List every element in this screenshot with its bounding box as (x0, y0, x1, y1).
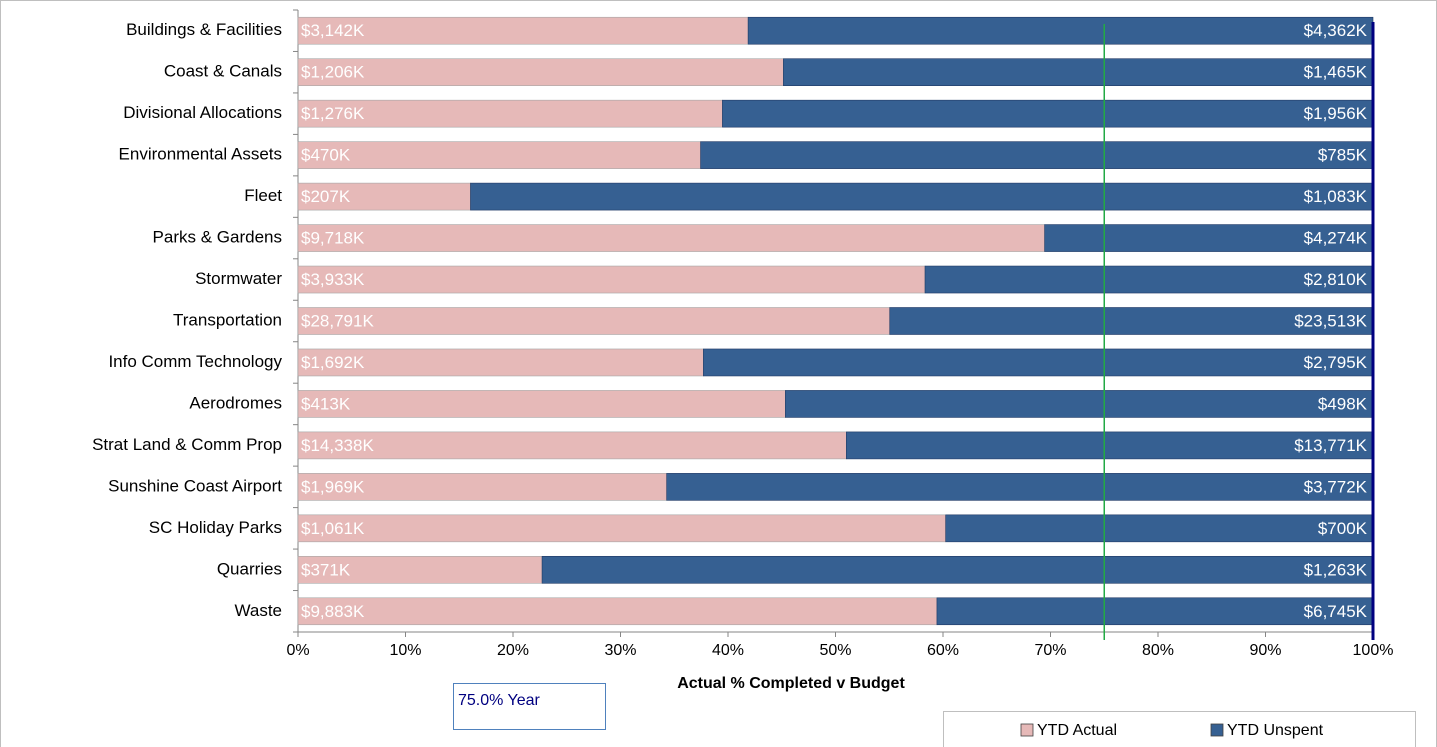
annotation-box (453, 683, 606, 730)
x-tick-label: 10% (389, 642, 421, 659)
bar-segment (470, 182, 1374, 211)
x-tick-label: 70% (1034, 642, 1066, 659)
bar-segment (297, 141, 701, 169)
value-label: $1,061K (301, 519, 365, 538)
bar-segment (297, 58, 784, 87)
bar-segment (785, 390, 1374, 418)
bar-segment (846, 431, 1374, 460)
bar-segment (297, 555, 543, 584)
bar-segment (936, 597, 1374, 626)
value-label: $1,969K (301, 477, 365, 496)
bar-segment (924, 265, 1374, 294)
value-label: $6,745K (1304, 602, 1368, 621)
legend-label: YTD Actual (1037, 722, 1117, 739)
bar-segment (297, 224, 1045, 252)
x-tick-label: 50% (819, 642, 851, 659)
value-label: $28,791K (301, 311, 374, 330)
category-label: Environmental Assets (119, 145, 282, 164)
category-label: Transportation (173, 310, 282, 329)
bar-segment (889, 307, 1374, 335)
bar-segment (297, 307, 891, 335)
value-label: $207K (301, 187, 351, 206)
category-label: Divisional Allocations (123, 103, 282, 122)
bar-segment (747, 16, 1374, 45)
x-tick-label: 60% (927, 642, 959, 659)
value-label: $1,083K (1304, 187, 1368, 206)
value-label: $23,513K (1294, 311, 1367, 330)
value-label: $1,956K (1304, 104, 1368, 123)
bar-segment (722, 99, 1374, 128)
value-label: $785K (1318, 146, 1368, 165)
value-label: $1,206K (301, 63, 365, 82)
legend-box (943, 711, 1416, 747)
annotation: 75.0% Year (458, 692, 541, 709)
x-tick-label: 40% (712, 642, 744, 659)
category-label: Strat Land & Comm Prop (92, 435, 282, 454)
category-label: Aerodromes (189, 393, 282, 412)
value-label: $9,718K (301, 229, 365, 248)
bar-segment (541, 555, 1374, 584)
bar-segment (297, 431, 847, 460)
value-label: $4,362K (1304, 21, 1368, 40)
bar-segment (945, 514, 1374, 543)
x-tick-label: 20% (497, 642, 529, 659)
bar-segment (297, 390, 786, 418)
x-tick-label: 80% (1142, 642, 1174, 659)
bar-segment (297, 597, 938, 626)
bar-segment (700, 141, 1374, 169)
category-label: Parks & Gardens (153, 228, 282, 247)
value-label: $413K (301, 394, 351, 413)
bar-segment (297, 514, 946, 543)
x-tick-label: 100% (1353, 642, 1394, 659)
x-tick-label: 90% (1249, 642, 1281, 659)
value-label: $3,933K (301, 270, 365, 289)
bar-segment (783, 58, 1374, 87)
value-label: $3,142K (301, 21, 365, 40)
value-label: $700K (1318, 519, 1368, 538)
value-label: $13,771K (1294, 436, 1367, 455)
value-label: $470K (301, 146, 351, 165)
category-label: SC Holiday Parks (149, 518, 282, 537)
x-tick-label: 30% (604, 642, 636, 659)
bar-segment (666, 473, 1374, 501)
category-label: Quarries (217, 559, 282, 578)
value-label: $4,274K (1304, 229, 1368, 248)
value-label: $1,465K (1304, 63, 1368, 82)
x-tick-label: 0% (286, 642, 309, 659)
legend-swatch (1210, 723, 1224, 737)
category-label: Info Comm Technology (108, 352, 282, 371)
value-label: $1,276K (301, 104, 365, 123)
value-label: $1,263K (1304, 560, 1368, 579)
legend-label: YTD Unspent (1227, 722, 1324, 739)
x-axis-title: Actual % Completed v Budget (677, 675, 905, 692)
bar-segment (703, 348, 1374, 377)
category-label: Stormwater (195, 269, 282, 288)
legend-swatch (1020, 723, 1034, 737)
category-label: Waste (234, 601, 282, 620)
category-label: Buildings & Facilities (126, 20, 282, 39)
category-label: Fleet (244, 186, 282, 205)
bar-segment (297, 265, 926, 294)
value-label: $2,795K (1304, 353, 1368, 372)
value-label: $14,338K (301, 436, 374, 455)
bar-segment (297, 16, 749, 45)
bar-segment (297, 182, 471, 211)
value-label: $1,692K (301, 353, 365, 372)
category-label: Sunshine Coast Airport (108, 476, 282, 495)
value-label: $371K (301, 560, 351, 579)
bar-segment (297, 473, 667, 501)
value-label: $9,883K (301, 602, 365, 621)
value-label: $2,810K (1304, 270, 1368, 289)
category-label: Coast & Canals (164, 62, 282, 81)
value-label: $498K (1318, 394, 1368, 413)
value-label: $3,772K (1304, 477, 1368, 496)
bar-segment (297, 348, 704, 377)
